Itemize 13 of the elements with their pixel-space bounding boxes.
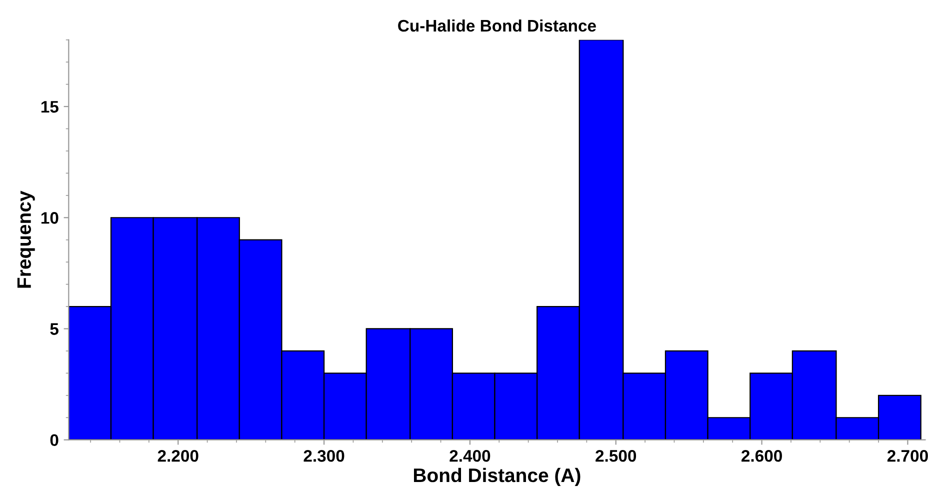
x-tick-label: 2.700 <box>887 450 928 462</box>
x-tick-label: 2.200 <box>158 450 198 462</box>
x-tick-label: 2.400 <box>450 450 490 462</box>
x-tick-label: 2.500 <box>596 450 636 462</box>
x-tick-label: 2.600 <box>742 450 782 462</box>
y-tick-label: 0 <box>50 434 58 446</box>
y-tick-label: 15 <box>41 101 58 113</box>
y-tick-label: 10 <box>41 212 58 224</box>
x-tick-label: 2.300 <box>304 450 344 462</box>
chart-title: Cu-Halide Bond Distance <box>398 19 596 32</box>
y-axis-title: Frequency <box>17 190 35 288</box>
x-axis-title: Bond Distance (A) <box>414 468 580 486</box>
y-tick-label: 5 <box>50 323 58 335</box>
